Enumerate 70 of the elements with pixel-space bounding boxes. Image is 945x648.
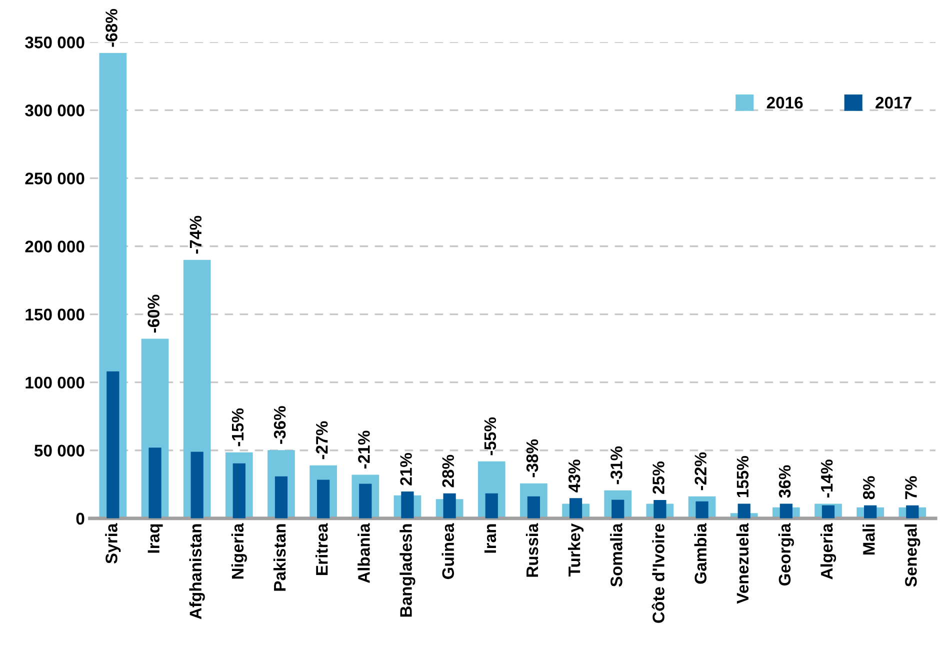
x-tick-label: Senegal (904, 524, 920, 587)
x-tick-label: Guinea (442, 523, 454, 580)
bar (569, 498, 582, 518)
x-tick-label: Iran (484, 524, 496, 553)
bar (738, 504, 750, 518)
x-tick-label: Bangladesh (400, 524, 416, 617)
annotation: -36% (274, 406, 286, 444)
y-tick-label: 250 000 (25, 172, 84, 184)
bar (612, 500, 624, 518)
y-tick-label: 200 000 (25, 240, 84, 252)
x-tick-label: Gambia (694, 523, 706, 584)
bar (232, 463, 246, 518)
x-tick-label: Turkey (568, 523, 584, 576)
bar (906, 505, 919, 518)
bar (780, 504, 792, 518)
annotation: -15% (232, 408, 244, 446)
annotation: 25% (652, 462, 664, 494)
annotation: -22% (694, 452, 706, 490)
x-tick-label: Algeria (820, 523, 836, 580)
annotation: -60% (148, 294, 160, 333)
x-tick-label: Eritrea (316, 523, 328, 575)
x-tick-label: Somalia (610, 523, 622, 587)
y-tick-label: 350 000 (25, 36, 84, 48)
annotation: 36% (778, 465, 791, 498)
annotation: -31% (610, 446, 622, 484)
bar (654, 500, 666, 518)
x-tick-label: Venezuela (736, 523, 749, 604)
annotation: 7% (905, 476, 917, 500)
legend-label: 2016 (766, 96, 803, 109)
bar (527, 496, 540, 518)
bar (274, 476, 288, 518)
bar (317, 480, 330, 518)
bar (696, 501, 708, 518)
x-tick-label: Syria (105, 523, 121, 564)
annotation: -21% (358, 430, 370, 469)
annotation: -38% (526, 439, 538, 478)
x-tick-label: Albania (358, 523, 370, 584)
x-tick-label: Pakistan (273, 524, 286, 591)
annotation: -55% (484, 417, 496, 456)
annotation: 8% (863, 476, 875, 500)
annotation: 21% (400, 452, 412, 486)
annotation: 28% (442, 454, 454, 488)
x-tick-label: Iraq (148, 524, 163, 553)
annotation: -74% (190, 216, 202, 254)
y-tick-label: 0 (76, 512, 84, 525)
annotation: -68% (106, 8, 118, 47)
bar (148, 448, 162, 518)
x-tick-label: Côte d'Ivoire (652, 524, 664, 623)
annotation: 155% (736, 456, 749, 498)
legend-label: 2017 (876, 96, 912, 109)
bar (485, 493, 498, 518)
bar (401, 491, 414, 518)
x-tick-label: Georgia (778, 523, 794, 586)
bar (106, 371, 120, 518)
bar (443, 493, 456, 518)
bar (359, 484, 372, 518)
y-tick-label: 150 000 (26, 308, 84, 320)
bar (864, 505, 877, 518)
annotation: -27% (316, 421, 328, 460)
annotation: -14% (820, 460, 833, 498)
x-tick-label: Mali (862, 524, 875, 555)
x-tick-label: Nigeria (231, 523, 247, 579)
y-tick-label: 300 000 (25, 104, 84, 116)
y-tick-label: 50 000 (34, 444, 84, 457)
y-tick-label: 100 000 (26, 376, 84, 389)
x-tick-label: Afghanistan (189, 524, 205, 620)
bar (190, 452, 204, 518)
annotation: 43% (568, 460, 580, 492)
x-tick-label: Russia (526, 523, 538, 577)
bar (822, 505, 835, 518)
